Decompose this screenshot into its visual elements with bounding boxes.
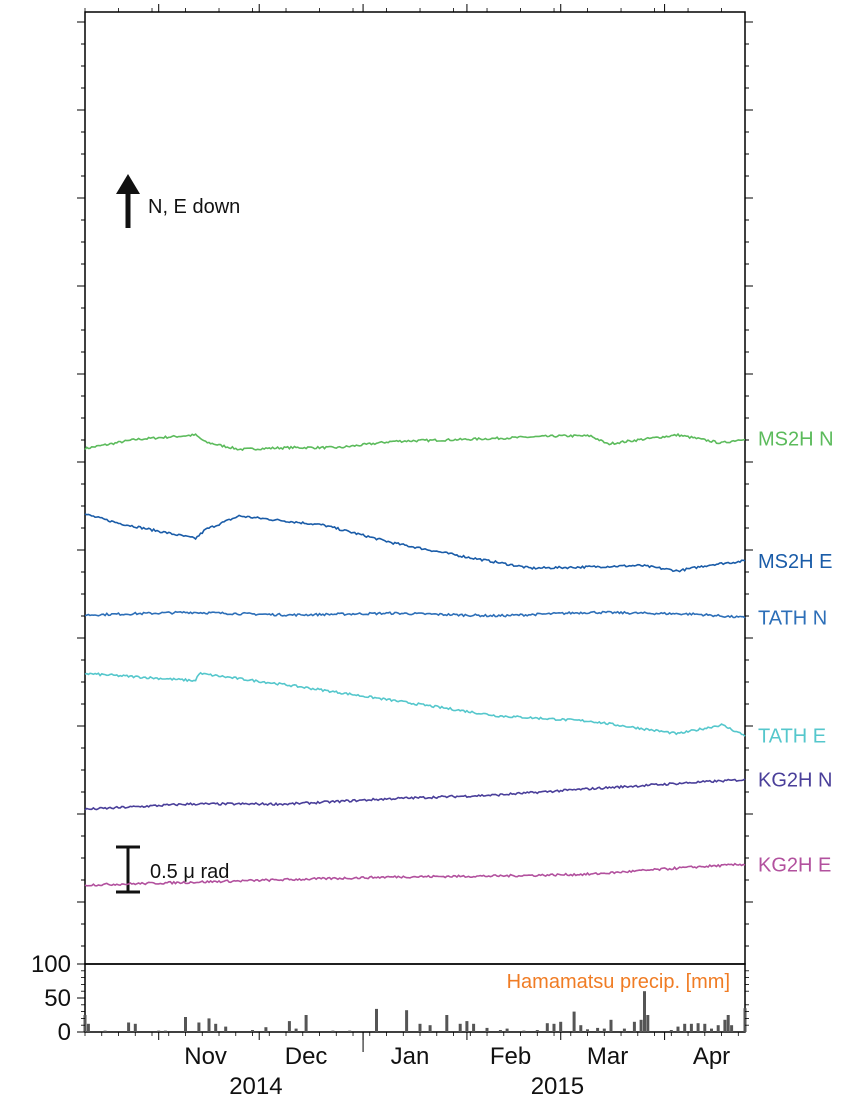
year-label: 2015: [531, 1073, 584, 1100]
series-label: MS2H N: [758, 429, 834, 451]
direction-note: N, E down: [148, 196, 240, 218]
precip-bar: [552, 1023, 556, 1032]
precip-bar: [596, 1027, 600, 1032]
series-label: TATH E: [758, 726, 826, 748]
scale-bar-label: 0.5 μ rad: [150, 861, 229, 883]
precip-bar: [669, 1030, 673, 1032]
precip-bar: [294, 1028, 298, 1032]
precip-bar: [264, 1027, 268, 1032]
precip-bar: [348, 1030, 352, 1032]
precip-bar: [498, 1030, 502, 1032]
precip-bar: [586, 1029, 589, 1032]
precip-bar: [157, 1030, 161, 1032]
series-label: KG2H E: [758, 854, 831, 876]
main-panel: [77, 4, 753, 965]
precip-bar: [730, 1025, 734, 1032]
precip-bar: [579, 1025, 583, 1032]
precip-bar: [127, 1022, 131, 1032]
tilt-series: [84, 432, 746, 887]
month-label: Jan: [391, 1043, 430, 1070]
precip-bars: [83, 991, 747, 1032]
month-label: Mar: [587, 1043, 628, 1070]
series-line-tath-n: [84, 610, 746, 619]
precip-bar: [485, 1027, 489, 1032]
year-label: 2014: [229, 1073, 282, 1100]
precip-bar: [224, 1026, 228, 1032]
precip-bar: [405, 1010, 409, 1032]
precip-bar: [472, 1023, 476, 1032]
precip-bar: [683, 1023, 687, 1032]
series-label: KG2H N: [758, 770, 832, 792]
precip-bar: [197, 1022, 201, 1032]
precip-bar: [646, 1015, 650, 1032]
precip-y-axis: 0 50 100: [31, 951, 749, 1046]
precip-bar: [287, 1021, 291, 1032]
series-line-ms2h-e: [84, 513, 746, 573]
precip-x-ticks: [84, 1032, 739, 1052]
precip-bar: [522, 1030, 526, 1032]
month-label: Apr: [693, 1043, 730, 1070]
precip-bar: [163, 1030, 167, 1032]
month-label: Dec: [285, 1043, 328, 1070]
precip-y-tick-label: 50: [44, 985, 71, 1012]
precip-bar: [103, 1030, 107, 1032]
series-line-ms2h-n: [84, 432, 746, 452]
precip-bar: [535, 1030, 539, 1032]
precip-bar: [251, 1030, 254, 1032]
precip-bar: [331, 1030, 335, 1032]
precip-bar: [716, 1025, 720, 1032]
precip-bar: [726, 1015, 730, 1032]
series-label: TATH N: [758, 608, 827, 630]
precip-bar: [83, 1015, 87, 1032]
precip-bar: [184, 1017, 187, 1032]
scale-bar: 0.5 μ rad: [116, 845, 229, 894]
month-label: Nov: [184, 1043, 227, 1070]
month-label: Feb: [490, 1043, 531, 1070]
precip-bar: [676, 1026, 680, 1032]
precip-bar: [602, 1028, 606, 1032]
precip-bar: [428, 1025, 432, 1032]
arrow-head-icon: [116, 174, 140, 194]
precip-bar: [505, 1028, 509, 1032]
precip-bar: [643, 991, 646, 1032]
precip-bar: [689, 1023, 693, 1032]
precip-bar: [609, 1019, 613, 1032]
direction-indicator: N, E down: [116, 174, 240, 228]
main-plot-frame: [84, 11, 746, 965]
precip-panel: Hamamatsu precip. [mm] 0 50 100: [31, 951, 749, 1052]
series-line-tath-e: [84, 671, 746, 737]
precip-y-tick-label: 100: [31, 951, 71, 978]
precip-bar: [445, 1015, 449, 1032]
precip-bar: [696, 1023, 700, 1032]
precip-bar: [86, 1023, 90, 1032]
precip-bar: [710, 1028, 713, 1032]
precip-bar: [465, 1021, 469, 1032]
precip-bar: [207, 1018, 211, 1032]
series-labels: MS2H N MS2H E TATH N TATH E KG2H N KG2H E: [758, 429, 834, 877]
precip-bar: [572, 1011, 576, 1032]
precip-bar: [703, 1023, 707, 1032]
precip-bar: [133, 1023, 137, 1032]
series-line-kg2h-n: [84, 778, 746, 811]
main-plot-ticks: [77, 4, 753, 947]
precip-bar: [622, 1028, 626, 1032]
precip-bar: [723, 1019, 727, 1032]
precip-bar: [418, 1023, 422, 1032]
precip-title: Hamamatsu precip. [mm]: [507, 971, 730, 993]
precip-bar: [559, 1021, 563, 1032]
precip-bar: [375, 1008, 378, 1032]
precip-bar: [632, 1021, 636, 1032]
precip-bar: [743, 1008, 747, 1032]
precip-bar: [545, 1023, 549, 1032]
precip-bar: [639, 1019, 643, 1032]
series-label: MS2H E: [758, 551, 832, 573]
precip-bar: [304, 1015, 308, 1032]
series-line-kg2h-e: [84, 862, 746, 887]
precip-bar: [214, 1023, 218, 1032]
x-axis-labels: Nov Dec Jan Feb Mar Apr 2014 2015: [184, 1043, 730, 1100]
precip-bar: [458, 1023, 462, 1032]
precip-y-tick-label: 0: [58, 1019, 71, 1046]
